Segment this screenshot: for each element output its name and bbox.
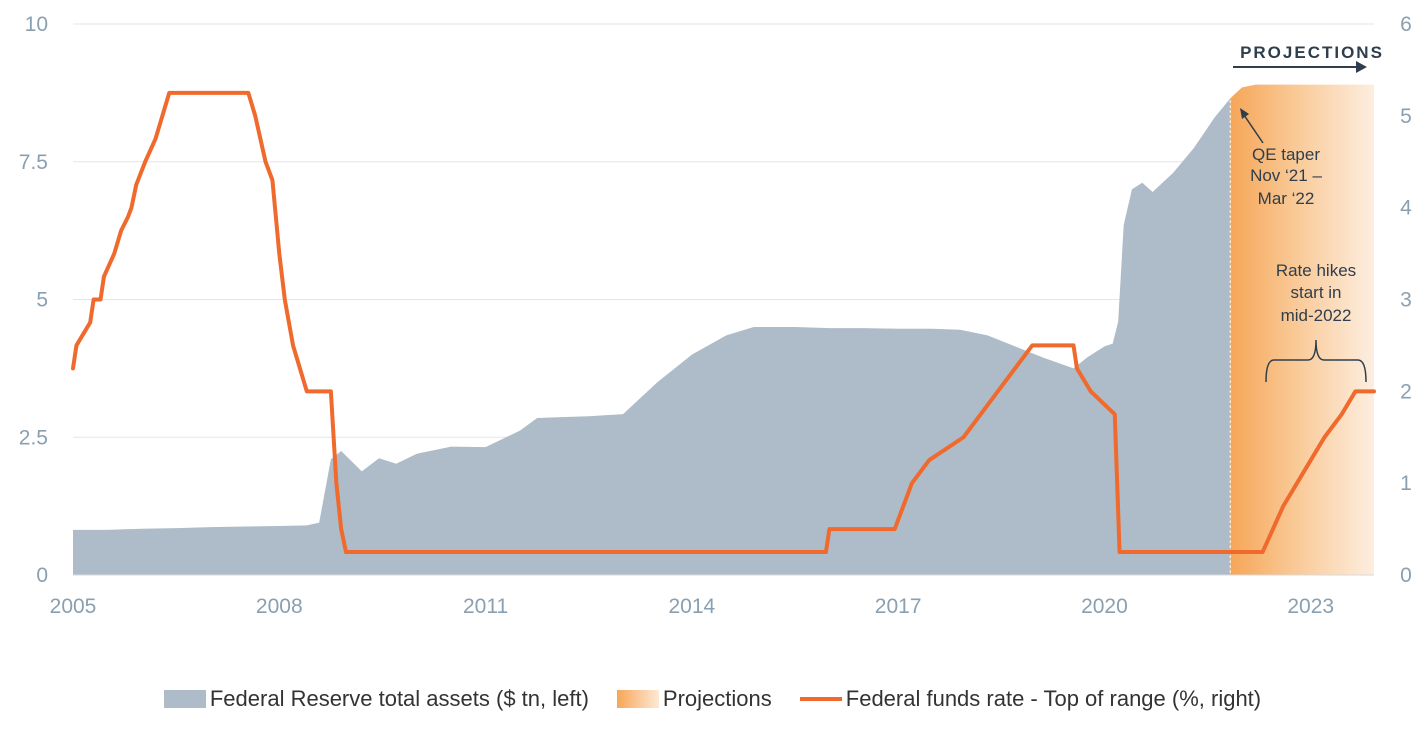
y-left-tick-label: 2.5 [19,426,48,449]
funds-rate-line-series [71,90,1376,555]
x-tick-label: 2005 [50,595,97,618]
legend-item-projections: Projections [616,686,772,712]
qe-taper-line-2: Nov ‘21 – [1250,166,1322,185]
projections-area [1230,84,1374,576]
y-right-tick-label: 6 [1400,13,1412,36]
y-right-tick-label: 1 [1400,472,1412,495]
rate-hikes-annotation: Rate hikes start in mid-2022 [1265,261,1367,383]
x-tick-label: 2023 [1287,595,1334,618]
y-right-tick-label: 2 [1400,380,1412,403]
projections-label: PROJECTIONS [1240,43,1384,62]
rate-hikes-line-3: mid-2022 [1281,306,1352,325]
y-right-tick-label: 0 [1400,564,1412,587]
legend: Federal Reserve total assets ($ tn, left… [0,686,1425,712]
x-tick-label: 2020 [1081,595,1128,618]
legend-label-projections: Projections [662,686,772,711]
rate-hikes-line-1: Rate hikes [1276,261,1356,280]
y-left-tick-label: 10 [25,13,48,36]
y-left-tick-label: 5 [36,289,48,312]
projection-region [1230,84,1374,576]
y-left-tick-labels: 0 2.5 5 7.5 10 [19,13,48,587]
rate-hikes-brace [1265,339,1367,383]
projections-header: PROJECTIONS [1233,43,1384,73]
y-left-tick-label: 7.5 [19,151,48,174]
y-right-tick-labels: 0 1 2 3 4 5 6 [1400,13,1412,587]
qe-taper-arrow-shaft [1243,114,1264,144]
x-tick-labels: 2005 2008 2011 2014 2017 2020 2023 [50,595,1334,618]
assets-area-series [73,98,1231,575]
legend-item-assets: Federal Reserve total assets ($ tn, left… [163,686,589,712]
rate-hikes-line-2: start in [1290,283,1341,302]
x-tick-label: 2017 [875,595,922,618]
y-right-tick-label: 3 [1400,289,1412,312]
qe-taper-line-3: Mar ‘22 [1258,189,1315,208]
qe-taper-arrow-head [1240,108,1249,119]
y-right-tick-label: 4 [1400,197,1412,220]
legend-label-funds-rate: Federal funds rate - Top of range (%, ri… [845,686,1262,711]
legend-swatch-funds-rate [799,697,842,701]
legend-label-assets: Federal Reserve total assets ($ tn, left… [209,686,589,711]
x-tick-label: 2014 [669,595,716,618]
qe-taper-line-1: QE taper [1252,145,1320,164]
qe-taper-annotation: QE taper Nov ‘21 – Mar ‘22 [1240,108,1322,208]
y-left-tick-label: 0 [36,564,48,587]
legend-swatch-assets [163,690,206,708]
x-tick-label: 2011 [463,595,508,618]
projections-arrow-head [1356,61,1367,73]
assets-area [73,98,1231,575]
y-right-tick-label: 5 [1400,105,1412,128]
legend-swatch-projections [616,690,659,708]
legend-item-funds-rate: Federal funds rate - Top of range (%, ri… [799,686,1262,712]
x-tick-label: 2008 [256,595,303,618]
funds-rate-line [71,90,1376,555]
